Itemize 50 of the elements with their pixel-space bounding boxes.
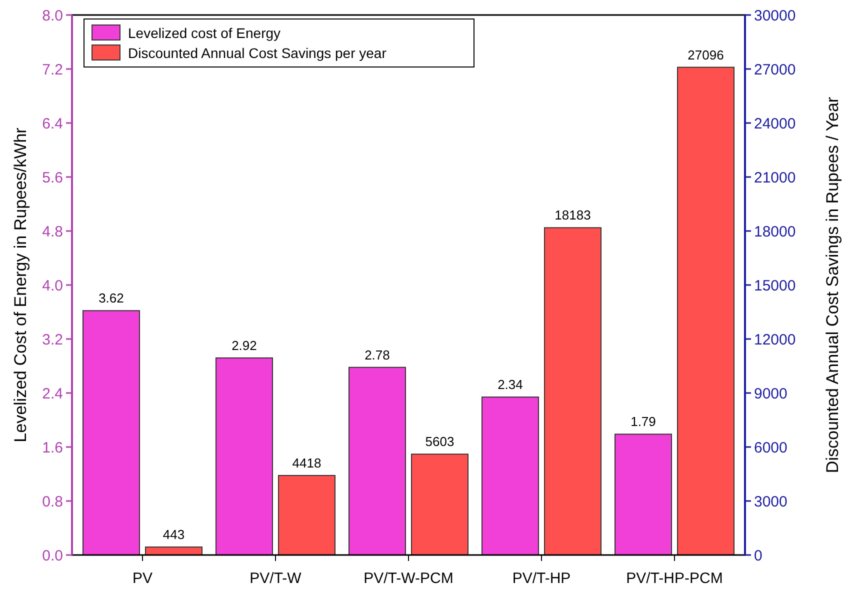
y-tick-label: 0.8 bbox=[42, 493, 63, 510]
bar bbox=[544, 227, 602, 556]
data-label: 4418 bbox=[292, 455, 322, 470]
y-tick-label: 8.0 bbox=[42, 7, 63, 24]
bar bbox=[677, 66, 735, 556]
data-label: 2.78 bbox=[364, 347, 390, 362]
x-tick-label: PV/T-W bbox=[250, 570, 302, 587]
bar bbox=[614, 434, 672, 556]
y2-tick-label: 0 bbox=[754, 547, 762, 564]
bar bbox=[82, 310, 140, 556]
legend-label: Levelized cost of Energy bbox=[128, 24, 281, 41]
legend-label: Discounted Annual Cost Savings per year bbox=[128, 44, 387, 61]
y2-tick-label: 30000 bbox=[754, 7, 796, 24]
y-tick-label: 2.4 bbox=[42, 385, 63, 402]
y-tick-label: 4.8 bbox=[42, 223, 63, 240]
y2-tick-label: 15000 bbox=[754, 277, 796, 294]
y2-tick-label: 6000 bbox=[754, 439, 788, 456]
y2-tick-label: 27000 bbox=[754, 61, 796, 78]
x-tick-label: PV/T-HP-PCM bbox=[626, 570, 723, 587]
x-tick-label: PV bbox=[132, 570, 152, 587]
data-label: 443 bbox=[162, 527, 185, 542]
y-tick-label: 7.2 bbox=[42, 61, 63, 78]
y-tick-label: 4.0 bbox=[42, 277, 63, 294]
bar bbox=[278, 474, 336, 556]
x-tick-label: PV/T-W-PCM bbox=[364, 570, 454, 587]
y2-axis-title: Discounted Annual Cost Savings in Rupees / Year bbox=[823, 96, 842, 474]
data-label: 2.34 bbox=[498, 377, 523, 392]
y-tick-label: 0.0 bbox=[42, 547, 63, 564]
y-tick-label: 3.2 bbox=[42, 331, 63, 348]
data-label: 3.62 bbox=[98, 290, 124, 306]
bar bbox=[411, 454, 469, 556]
y2-tick-label: 24000 bbox=[754, 115, 796, 132]
y-axis-title: Levelized Cost of Energy in Rupees/kWhr bbox=[11, 127, 30, 442]
y-tick-label: 1.6 bbox=[42, 439, 63, 456]
y-tick-label: 5.6 bbox=[42, 169, 63, 186]
y-tick-label: 6.4 bbox=[42, 115, 63, 132]
bar bbox=[215, 357, 273, 556]
data-label: 5603 bbox=[425, 434, 454, 450]
data-label: 27096 bbox=[688, 47, 724, 62]
y2-tick-label: 3000 bbox=[754, 493, 788, 510]
bar bbox=[481, 396, 540, 556]
y2-tick-label: 21000 bbox=[754, 169, 796, 186]
data-label: 18183 bbox=[554, 208, 591, 223]
x-tick-label: PV/T-HP bbox=[512, 570, 571, 587]
y2-tick-label: 12000 bbox=[754, 331, 796, 348]
data-label: 1.79 bbox=[630, 414, 656, 430]
data-label: 2.92 bbox=[232, 338, 257, 353]
y2-tick-label: 9000 bbox=[754, 385, 788, 402]
y2-tick-label: 18000 bbox=[754, 223, 796, 240]
bar bbox=[348, 366, 406, 556]
